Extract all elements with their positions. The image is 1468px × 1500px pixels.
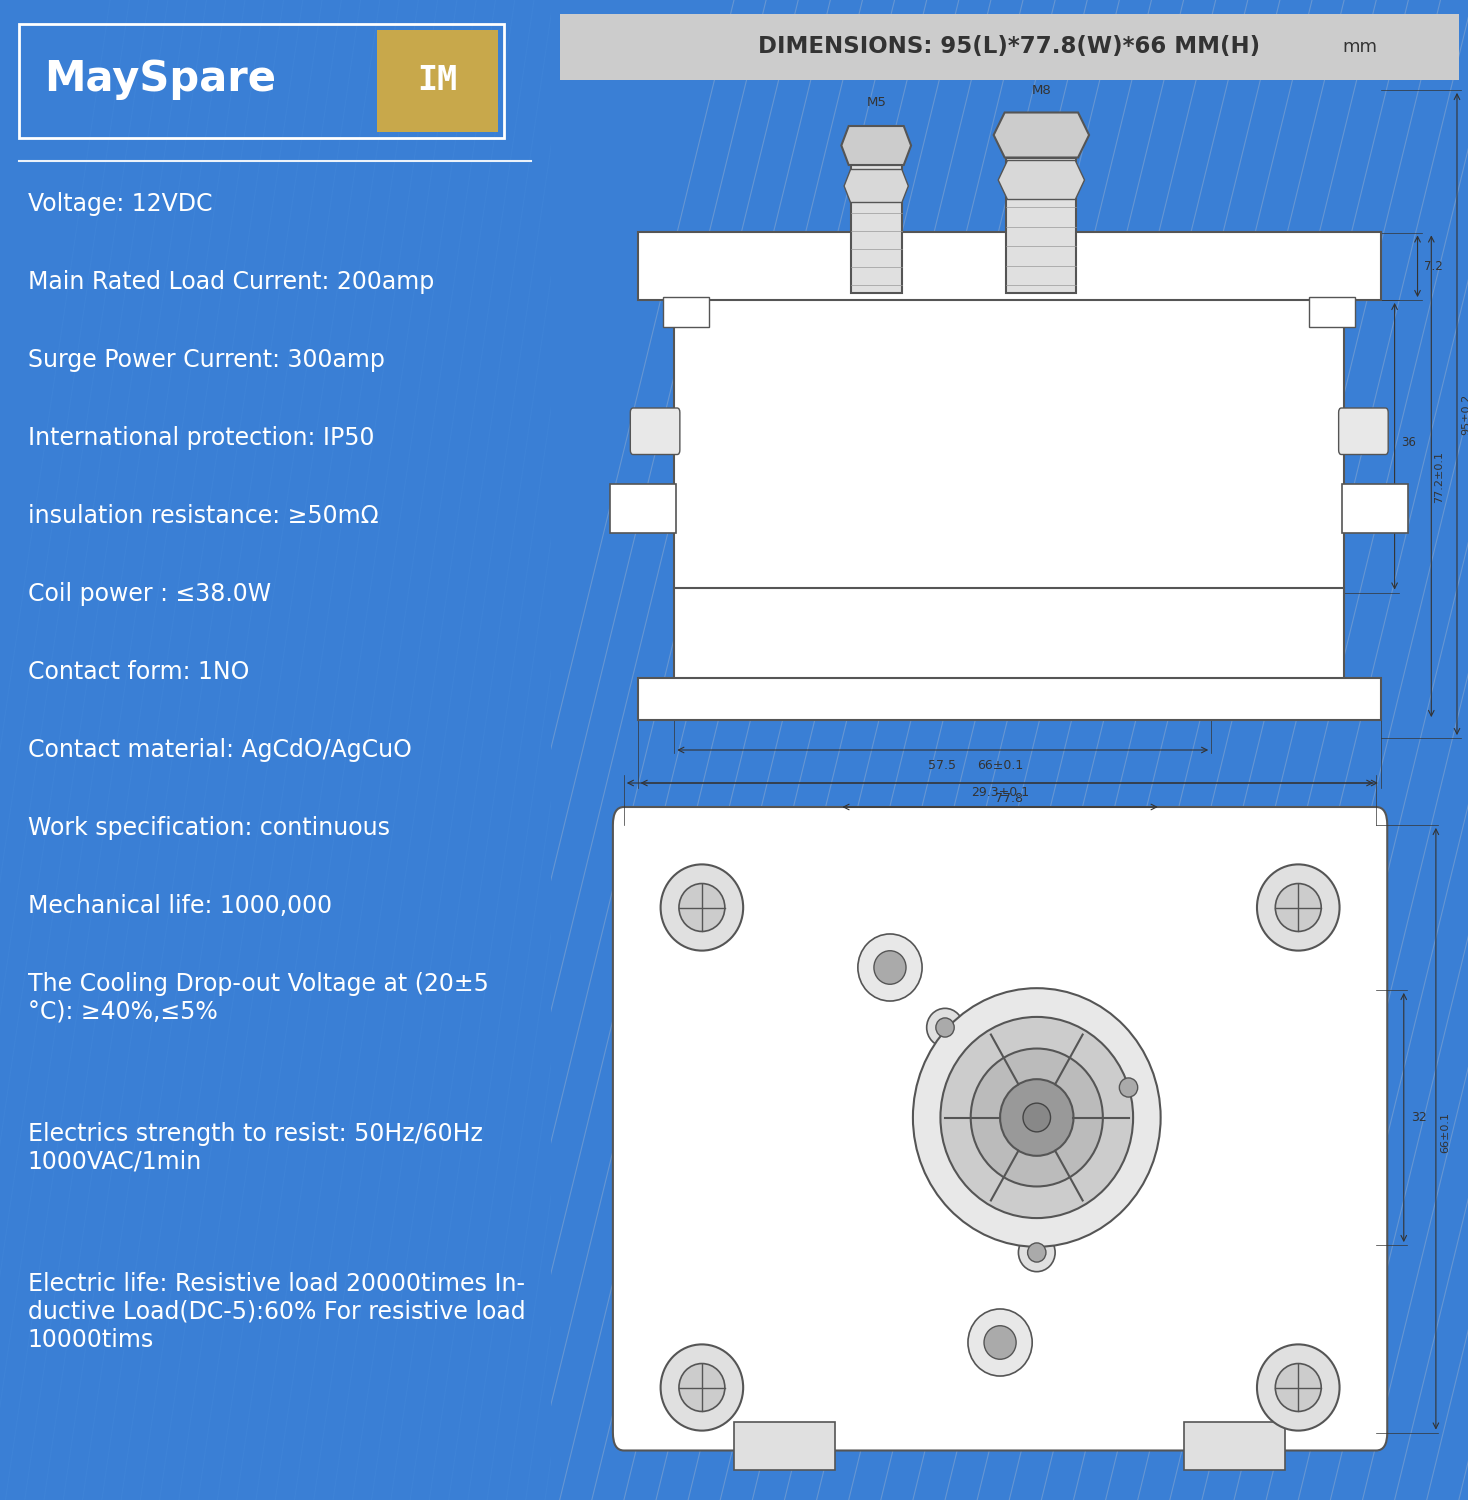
FancyBboxPatch shape (1342, 484, 1408, 532)
Ellipse shape (967, 1310, 1032, 1376)
Ellipse shape (1023, 1102, 1051, 1132)
Ellipse shape (873, 951, 906, 984)
FancyBboxPatch shape (1183, 1422, 1284, 1470)
FancyBboxPatch shape (1007, 158, 1076, 292)
Text: Work specification: continuous: Work specification: continuous (28, 816, 389, 840)
FancyBboxPatch shape (377, 30, 498, 132)
FancyBboxPatch shape (1339, 408, 1389, 454)
Ellipse shape (984, 1326, 1016, 1359)
Ellipse shape (1110, 1068, 1147, 1107)
Text: 77.8: 77.8 (995, 792, 1023, 806)
Text: M8: M8 (1032, 84, 1051, 98)
Ellipse shape (1120, 1078, 1138, 1096)
Ellipse shape (857, 934, 922, 1000)
Polygon shape (998, 160, 1085, 200)
Ellipse shape (941, 1017, 1133, 1218)
Text: 29.3±0.1: 29.3±0.1 (970, 786, 1029, 800)
Text: Surge Power Current: 300amp: Surge Power Current: 300amp (28, 348, 385, 372)
FancyBboxPatch shape (637, 678, 1381, 720)
Text: Coil power : ≤38.0W: Coil power : ≤38.0W (28, 582, 270, 606)
Ellipse shape (661, 864, 743, 951)
Text: mm: mm (1342, 38, 1377, 56)
Text: Voltage: 12VDC: Voltage: 12VDC (28, 192, 211, 216)
Text: 77.2±0.1: 77.2±0.1 (1434, 452, 1445, 503)
Text: Electric life: Resistive load 20000times In-
ductive Load(DC-5):60% For resistiv: Electric life: Resistive load 20000times… (28, 1272, 526, 1352)
FancyBboxPatch shape (674, 297, 1345, 592)
Text: 57.5: 57.5 (928, 759, 956, 772)
Text: DIMENSIONS: 95(L)*77.8(W)*66 MM(H): DIMENSIONS: 95(L)*77.8(W)*66 MM(H) (757, 34, 1261, 58)
Text: 66±0.1: 66±0.1 (976, 759, 1023, 772)
Ellipse shape (926, 1008, 963, 1047)
Ellipse shape (1000, 1078, 1073, 1156)
Ellipse shape (678, 1364, 725, 1411)
Text: M5: M5 (866, 96, 887, 109)
Ellipse shape (661, 1344, 743, 1431)
Ellipse shape (970, 1048, 1102, 1186)
Ellipse shape (1276, 1364, 1321, 1411)
Text: 95±0.2: 95±0.2 (1462, 393, 1468, 435)
Ellipse shape (1028, 1244, 1045, 1262)
FancyBboxPatch shape (734, 1422, 835, 1470)
Text: The Cooling Drop-out Voltage at (20±5
°C): ≥40%,≤5%: The Cooling Drop-out Voltage at (20±5 °C… (28, 972, 489, 1024)
Polygon shape (841, 126, 912, 165)
Text: Electrics strength to resist: 50Hz/60Hz
1000VAC/1min: Electrics strength to resist: 50Hz/60Hz … (28, 1122, 483, 1174)
FancyBboxPatch shape (664, 297, 709, 327)
Ellipse shape (937, 1019, 954, 1036)
Text: insulation resistance: ≥50mΩ: insulation resistance: ≥50mΩ (28, 504, 379, 528)
Text: Main Rated Load Current: 200amp: Main Rated Load Current: 200amp (28, 270, 433, 294)
Ellipse shape (1019, 1233, 1055, 1272)
FancyBboxPatch shape (850, 165, 901, 292)
Polygon shape (844, 170, 909, 202)
Text: IM: IM (417, 64, 458, 98)
Text: 32: 32 (1411, 1112, 1427, 1124)
FancyBboxPatch shape (614, 807, 1387, 1450)
Ellipse shape (913, 988, 1161, 1246)
FancyBboxPatch shape (674, 588, 1345, 682)
FancyBboxPatch shape (637, 232, 1381, 300)
Text: Contact material: AgCdO/AgCuO: Contact material: AgCdO/AgCuO (28, 738, 411, 762)
Text: 66±0.1: 66±0.1 (1440, 1112, 1450, 1154)
Text: International protection: IP50: International protection: IP50 (28, 426, 374, 450)
Text: MaySpare: MaySpare (44, 58, 276, 100)
Text: 36: 36 (1400, 436, 1417, 448)
Polygon shape (994, 112, 1089, 158)
Ellipse shape (1257, 1344, 1340, 1431)
Ellipse shape (678, 884, 725, 932)
FancyBboxPatch shape (559, 13, 1459, 80)
FancyBboxPatch shape (1309, 297, 1355, 327)
Ellipse shape (1276, 884, 1321, 932)
Text: Mechanical life: 1000,000: Mechanical life: 1000,000 (28, 894, 332, 918)
FancyBboxPatch shape (611, 484, 677, 532)
Text: 7.2: 7.2 (1424, 261, 1443, 273)
Ellipse shape (1257, 864, 1340, 951)
Text: Contact form: 1NO: Contact form: 1NO (28, 660, 250, 684)
FancyBboxPatch shape (630, 408, 680, 454)
